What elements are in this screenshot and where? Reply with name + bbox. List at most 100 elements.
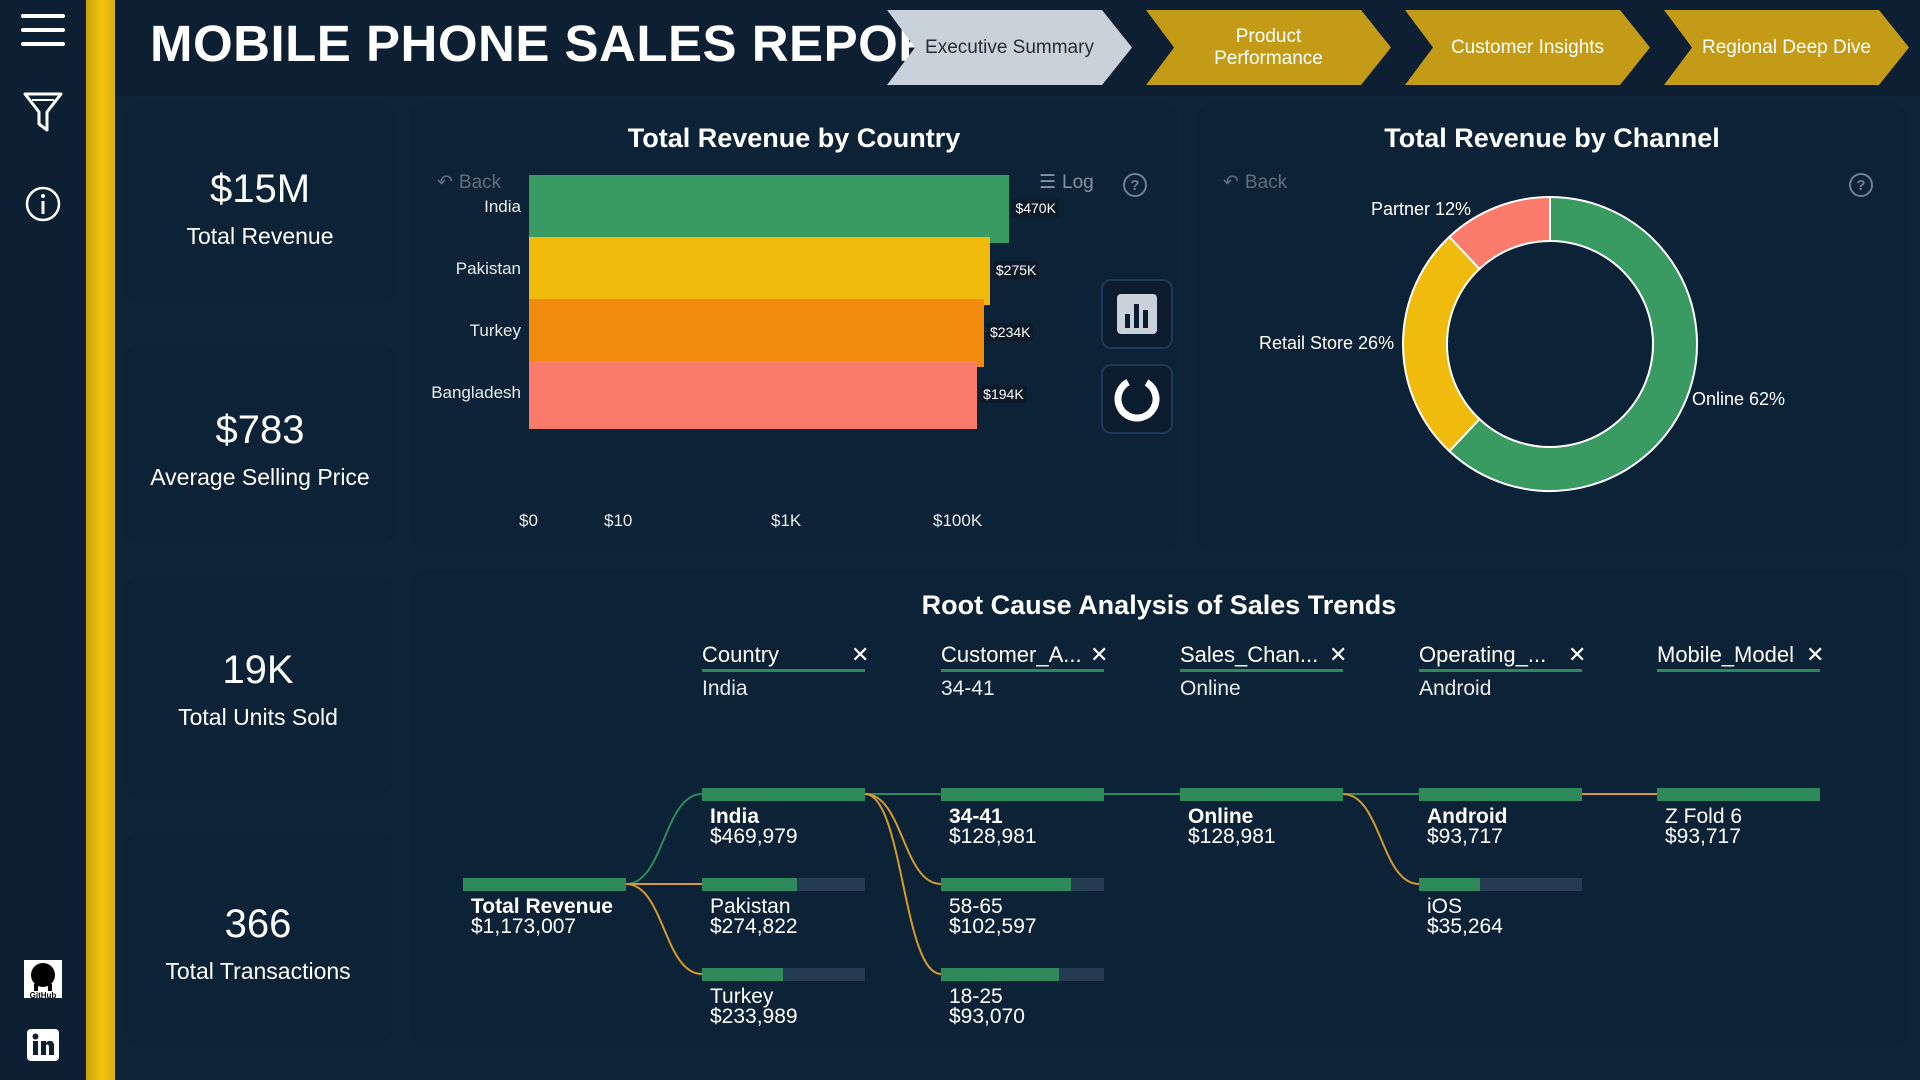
decomp-link <box>1342 793 1420 885</box>
level-underline <box>1657 669 1820 672</box>
node-value: $93,070 <box>949 1005 1025 1028</box>
node-bar[interactable] <box>702 878 797 891</box>
bar-value-label: $194K <box>980 385 1027 403</box>
node-bar[interactable] <box>702 788 865 801</box>
remove-level-icon[interactable]: ✕ <box>851 642 870 667</box>
tab-label: Executive Summary <box>925 36 1094 58</box>
node-name[interactable]: iOS <box>1427 895 1463 918</box>
bar-value-label: $470K <box>1012 199 1059 217</box>
kpi-value: 19K <box>222 648 294 692</box>
node-value: $35,264 <box>1427 915 1503 938</box>
list-icon: ☰ <box>1039 172 1057 193</box>
node-value: $469,979 <box>710 825 798 848</box>
decomp-link <box>864 793 942 885</box>
remove-level-icon[interactable]: ✕ <box>1090 642 1109 667</box>
linkedin-icon[interactable] <box>0 1028 86 1062</box>
back-arrow-icon: ↶ <box>1223 172 1239 193</box>
node-bar[interactable] <box>941 968 1059 981</box>
menu-icon[interactable] <box>0 10 86 50</box>
level-header[interactable]: Sales_Chan... <box>1180 642 1319 667</box>
level-selected-value: Android <box>1419 677 1492 700</box>
y-category-label: Bangladesh <box>431 383 521 402</box>
node-bar[interactable] <box>941 788 1104 801</box>
tab-customer-insights[interactable]: Customer Insights <box>1405 10 1650 85</box>
tab-product-performance[interactable]: Product Performance <box>1146 10 1391 85</box>
node-name[interactable]: 18-25 <box>949 985 1003 1008</box>
node-name[interactable]: Android <box>1427 805 1508 828</box>
node-bar[interactable] <box>1657 788 1820 801</box>
level-header[interactable]: Country <box>702 642 780 667</box>
level-header[interactable]: Operating_... <box>1419 642 1547 667</box>
root-node-name: Total Revenue <box>471 895 613 918</box>
back-button[interactable]: ↶ Back <box>1223 171 1287 194</box>
root-node-bar[interactable] <box>463 878 626 891</box>
node-name[interactable]: Pakistan <box>710 895 791 918</box>
kpi-value: $15M <box>209 167 311 211</box>
node-bar[interactable] <box>702 968 783 981</box>
root-node-value: $1,173,007 <box>471 915 577 938</box>
node-name[interactable]: 34-41 <box>949 805 1003 828</box>
kpi-label: Total Revenue <box>186 223 334 249</box>
kpi-card-total-transactions: 366 Total Transactions <box>124 832 392 1044</box>
back-button[interactable]: ↶ Back <box>437 171 501 194</box>
info-icon[interactable] <box>0 184 86 224</box>
donut-slice-online[interactable] <box>1447 195 1699 492</box>
node-value: $93,717 <box>1427 825 1503 848</box>
node-bar[interactable] <box>1419 878 1480 891</box>
level-underline <box>941 669 1104 672</box>
help-icon[interactable]: ? <box>1849 173 1873 197</box>
chart-title: Total Revenue by Country <box>627 123 961 153</box>
level-header[interactable]: Customer_A... <box>941 642 1082 667</box>
remove-level-icon[interactable]: ✕ <box>1329 642 1348 667</box>
log-toggle[interactable]: ☰ Log <box>1039 171 1094 194</box>
kpi-label: Average Selling Price <box>150 464 370 490</box>
bar-turkey[interactable] <box>529 299 984 367</box>
kpi-card-total-units-sold: 19K Total Units Sold <box>124 576 392 796</box>
node-bar[interactable] <box>941 878 1071 891</box>
node-name[interactable]: Z Fold 6 <box>1665 805 1743 828</box>
decomp-link <box>625 793 703 885</box>
tab-regional-deep-dive[interactable]: Regional Deep Dive <box>1664 10 1909 85</box>
bar-pakistan[interactable] <box>529 237 990 305</box>
bar-value-label: $275K <box>992 261 1040 279</box>
node-bar[interactable] <box>1180 788 1343 801</box>
x-tick-label: $10 <box>604 511 633 530</box>
donut-chart-toggle-button[interactable] <box>1101 364 1173 434</box>
donut-slice-partner[interactable] <box>1447 195 1551 271</box>
bar-india[interactable] <box>529 175 1010 243</box>
back-label: Back <box>1244 171 1288 193</box>
bar-chart-toggle-button[interactable] <box>1101 279 1173 349</box>
bar-bangladesh[interactable] <box>529 361 978 429</box>
decomposition-tree-card: Root Cause Analysis of Sales Trends Coun… <box>411 570 1907 1044</box>
node-name[interactable]: Turkey <box>710 985 774 1008</box>
tab-executive-summary[interactable]: Executive Summary <box>887 10 1132 85</box>
node-value: $274,822 <box>710 915 798 938</box>
slice-label-partner: Partner 12% <box>1371 199 1472 219</box>
node-name[interactable]: Online <box>1188 805 1254 828</box>
x-tick-label: $0 <box>519 511 538 530</box>
x-tick-label: $1K <box>771 511 802 530</box>
remove-level-icon[interactable]: ✕ <box>1568 642 1587 667</box>
kpi-label: Total Transactions <box>165 958 351 984</box>
decomp-title: Root Cause Analysis of Sales Trends <box>921 590 1397 620</box>
y-category-label: India <box>484 197 521 216</box>
node-value: $128,981 <box>949 825 1037 848</box>
github-icon[interactable]: GitHub <box>0 958 86 1000</box>
log-label: Log <box>1062 171 1094 193</box>
tab-label: Regional Deep Dive <box>1702 36 1871 58</box>
level-underline <box>1180 669 1343 672</box>
level-header[interactable]: Mobile_Model <box>1657 642 1794 667</box>
bar-chart-icon <box>1117 294 1157 334</box>
slice-label-online: Online 62% <box>1692 389 1786 409</box>
filter-icon[interactable] <box>0 88 86 136</box>
node-bar[interactable] <box>1419 788 1582 801</box>
node-name[interactable]: 58-65 <box>949 895 1003 918</box>
kpi-card-average-selling-price: $783 Average Selling Price <box>124 344 396 544</box>
donut-slice-retail-store[interactable] <box>1402 235 1481 453</box>
node-value: $93,717 <box>1665 825 1741 848</box>
decomp-connectors <box>625 793 1657 975</box>
node-name[interactable]: India <box>710 805 760 828</box>
help-icon[interactable]: ? <box>1123 173 1147 197</box>
kpi-card-total-revenue: $15M Total Revenue <box>124 103 396 303</box>
remove-level-icon[interactable]: ✕ <box>1806 642 1825 667</box>
